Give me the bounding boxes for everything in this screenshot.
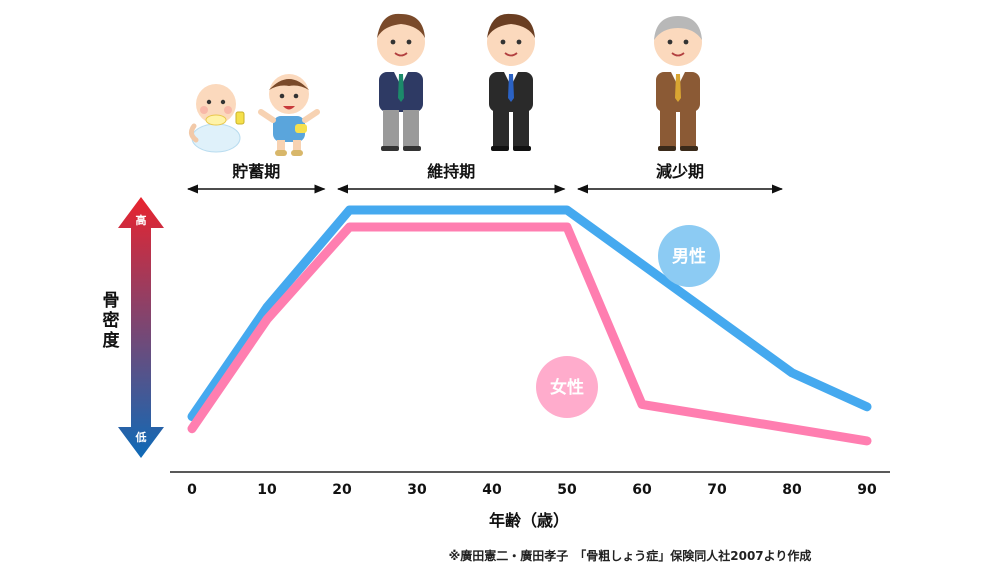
man-green-tie-icon <box>377 13 425 151</box>
y-low-label: 低 <box>135 430 147 444</box>
period-label-2: 減少期 <box>656 162 704 181</box>
x-tick-10: 10 <box>257 482 277 498</box>
x-tick-0: 0 <box>187 482 197 498</box>
period-label-1: 維持期 <box>427 162 475 181</box>
series-line-male <box>187 205 872 422</box>
x-tick-30: 30 <box>407 482 427 498</box>
y-high-label: 高 <box>136 213 147 227</box>
x-tick-40: 40 <box>482 482 502 498</box>
y-axis-label: 骨密度 <box>103 291 121 351</box>
series-line-female <box>187 222 872 446</box>
y-axis-arrow: 高 低 <box>118 197 164 458</box>
series-layer <box>187 205 872 446</box>
x-tick-80: 80 <box>782 482 802 498</box>
period-annotations: 貯蓄期 維持期 減少期 <box>186 162 784 194</box>
series-name-male: 男性 <box>672 246 706 267</box>
density-gradient-arrow <box>118 197 164 458</box>
x-axis-label: 年齢（歳） <box>489 511 569 530</box>
x-tick-labels: 0 10 20 30 40 50 60 70 80 90 <box>187 482 877 498</box>
baby-icon <box>188 84 245 153</box>
x-tick-50: 50 <box>557 482 577 498</box>
x-tick-20: 20 <box>332 482 352 498</box>
x-tick-70: 70 <box>707 482 727 498</box>
toddler-icon <box>258 74 320 156</box>
man-blue-tie-icon <box>487 13 535 151</box>
source-note: ※廣田憲二・廣田孝子 「骨粗しょう症」保険同人社2007より作成 <box>449 548 812 563</box>
series-name-female: 女性 <box>550 377 584 398</box>
period-label-0: 貯蓄期 <box>232 162 280 181</box>
x-tick-90: 90 <box>857 482 877 498</box>
bubble-female <box>536 356 598 418</box>
x-tick-60: 60 <box>632 482 652 498</box>
bubble-male <box>658 225 720 287</box>
elderly-man-icon <box>654 16 702 151</box>
